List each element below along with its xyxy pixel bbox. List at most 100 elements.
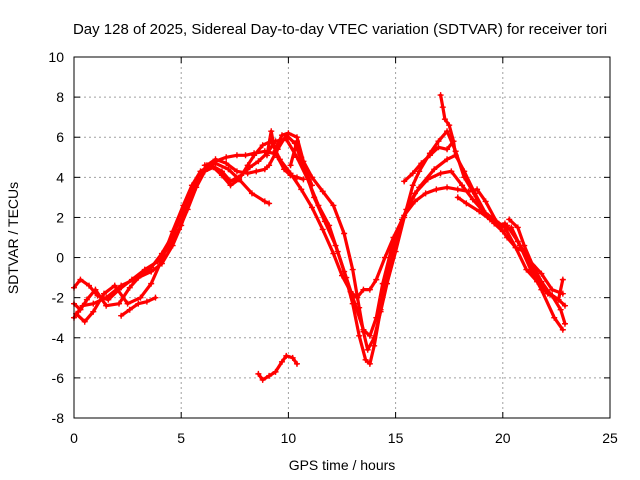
x-tick-label: 15 xyxy=(388,430,404,446)
y-tick-label: 0 xyxy=(56,250,64,266)
data-point-marker xyxy=(384,280,391,287)
data-point-marker xyxy=(242,152,249,159)
data-point-marker xyxy=(253,168,260,175)
data-point-marker xyxy=(521,242,528,249)
data-point-marker xyxy=(90,300,97,307)
data-point-marker xyxy=(285,130,292,137)
data-point-marker xyxy=(495,222,502,229)
x-tick-label: 20 xyxy=(495,430,511,446)
data-point-marker xyxy=(431,166,438,173)
data-point-marker xyxy=(444,184,451,191)
data-point-marker xyxy=(287,172,294,179)
data-point-marker xyxy=(416,168,423,175)
data-point-marker xyxy=(373,276,380,283)
data-point-marker xyxy=(319,188,326,195)
data-point-marker xyxy=(248,190,255,197)
data-point-marker xyxy=(454,186,461,193)
data-point-marker xyxy=(274,154,281,161)
series-track-11 xyxy=(454,194,508,229)
data-point-marker xyxy=(92,286,99,293)
data-point-marker xyxy=(504,234,511,241)
x-axis-label: GPS time / hours xyxy=(289,457,396,473)
data-point-marker xyxy=(298,154,305,161)
data-point-marker xyxy=(341,230,348,237)
series-track-6 xyxy=(263,128,307,183)
data-point-marker xyxy=(409,182,416,189)
data-point-marker xyxy=(411,198,418,205)
data-point-marker xyxy=(152,294,159,301)
data-point-marker xyxy=(283,136,290,143)
data-point-marker xyxy=(287,162,294,169)
data-point-marker xyxy=(116,300,123,307)
data-point-marker xyxy=(512,244,519,251)
data-point-marker xyxy=(538,278,545,285)
data-point-marker xyxy=(223,160,230,167)
y-tick-label: -6 xyxy=(52,370,65,386)
data-point-marker xyxy=(244,162,251,169)
data-point-marker xyxy=(501,220,508,227)
data-point-marker xyxy=(371,342,378,349)
data-point-marker xyxy=(118,312,125,319)
data-point-marker xyxy=(148,264,155,271)
data-point-marker xyxy=(435,144,442,151)
data-point-marker xyxy=(441,116,448,123)
data-point-marker xyxy=(454,194,461,201)
data-point-marker xyxy=(266,372,273,379)
data-point-marker xyxy=(266,200,273,207)
data-point-marker xyxy=(111,282,118,289)
series-track-13 xyxy=(118,294,159,319)
series-layer xyxy=(71,92,568,383)
tick-layer: 0 5 10 15 20 25 -8 -6 -4 -2 0 2 4 6 8 10 xyxy=(48,49,618,446)
chart-title: Day 128 of 2025, Sidereal Day-to-day VTE… xyxy=(73,21,607,38)
data-point-marker xyxy=(349,266,356,273)
data-point-marker xyxy=(304,172,311,179)
data-point-marker xyxy=(538,286,545,293)
data-point-marker xyxy=(261,166,268,173)
data-point-marker xyxy=(356,332,363,339)
data-point-marker xyxy=(366,332,373,339)
data-point-marker xyxy=(259,376,266,383)
data-point-marker xyxy=(555,296,562,303)
data-point-marker xyxy=(362,356,369,363)
data-point-marker xyxy=(278,132,285,139)
data-point-marker xyxy=(143,298,150,305)
data-point-marker xyxy=(437,92,444,99)
data-point-marker xyxy=(360,286,367,293)
series-track-5 xyxy=(201,160,273,207)
data-point-marker xyxy=(561,302,568,309)
data-point-marker xyxy=(169,232,176,239)
data-point-marker xyxy=(401,214,408,221)
data-point-marker xyxy=(233,152,240,159)
series-line xyxy=(402,139,458,183)
data-point-marker xyxy=(549,286,556,293)
data-point-marker xyxy=(308,182,315,189)
data-point-marker xyxy=(551,314,558,321)
data-point-marker xyxy=(366,360,373,367)
data-point-marker xyxy=(459,182,466,189)
data-point-marker xyxy=(178,214,185,221)
data-point-marker xyxy=(272,368,279,375)
data-point-marker xyxy=(255,370,262,377)
data-point-marker xyxy=(364,346,371,353)
data-point-marker xyxy=(233,168,240,175)
data-point-marker xyxy=(227,182,234,189)
data-point-marker xyxy=(514,224,521,231)
y-tick-label: 10 xyxy=(48,49,64,65)
y-tick-label: 8 xyxy=(56,89,64,105)
data-point-marker xyxy=(377,308,384,315)
data-point-marker xyxy=(81,318,88,325)
data-point-marker xyxy=(538,270,545,277)
data-point-marker xyxy=(126,284,133,291)
data-point-marker xyxy=(401,178,408,185)
data-point-marker xyxy=(424,176,431,183)
data-point-marker xyxy=(469,196,476,203)
data-point-marker xyxy=(212,160,219,167)
data-point-marker xyxy=(351,300,358,307)
data-point-marker xyxy=(330,202,337,209)
data-point-marker xyxy=(437,170,444,177)
data-point-marker xyxy=(148,280,155,287)
data-point-marker xyxy=(236,176,243,183)
data-point-marker xyxy=(422,190,429,197)
y-tick-label: 4 xyxy=(56,169,64,185)
